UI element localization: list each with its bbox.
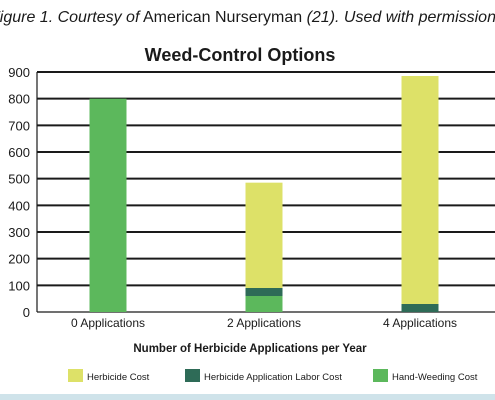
y-tick-label: 100	[8, 278, 30, 293]
caption-italic-tail: (21). Used with permission.	[306, 9, 495, 26]
y-tick-label: 600	[8, 145, 30, 160]
y-tick-label: 800	[8, 92, 30, 107]
caption-italic-lead: Figure 1. Courtesy of	[0, 9, 140, 26]
bar-segment	[89, 98, 127, 313]
legend-swatch	[185, 369, 200, 382]
bar-segment	[401, 304, 439, 312]
legend: Herbicide Cost Herbicide Application Labo…	[68, 369, 478, 383]
x-tick-label: 0 Applications	[71, 316, 145, 330]
x-tick-labels: 0 Applications 2 Applications 4 Applicatio…	[71, 316, 457, 330]
bar-segment	[401, 76, 439, 304]
y-tick-label: 500	[8, 172, 30, 187]
y-tick-label: 0	[23, 305, 30, 320]
x-tick-label: 4 Applications	[383, 316, 457, 330]
legend-swatch	[68, 369, 83, 382]
legend-swatch	[373, 369, 388, 382]
legend-label: Herbicide Cost	[87, 372, 150, 383]
x-axis-label: Number of Herbicide Applications per Yea…	[133, 343, 367, 355]
y-tick-label: 700	[8, 118, 30, 133]
figure-caption: Figure 1. Courtesy of American Nurseryma…	[0, 0, 495, 36]
chart-title: Weed-Control Options	[145, 45, 336, 65]
bar-segment	[245, 296, 283, 312]
bar-segment	[245, 288, 283, 296]
bottom-divider	[0, 394, 495, 400]
y-tick-label: 200	[8, 252, 30, 267]
y-tick-labels: 0 100 200 300 400 500 600 700 800 900	[8, 65, 30, 320]
y-tick-label: 300	[8, 225, 30, 240]
legend-label: Herbicide Application Labor Cost	[204, 372, 342, 383]
x-tick-label: 2 Applications	[227, 316, 301, 330]
bar-segment	[245, 182, 283, 288]
y-tick-label: 400	[8, 198, 30, 213]
legend-label: Hand-Weeding Cost	[392, 372, 478, 383]
y-tick-label: 900	[8, 65, 30, 80]
caption-source: American Nurseryman	[142, 9, 303, 26]
bars	[89, 76, 439, 313]
